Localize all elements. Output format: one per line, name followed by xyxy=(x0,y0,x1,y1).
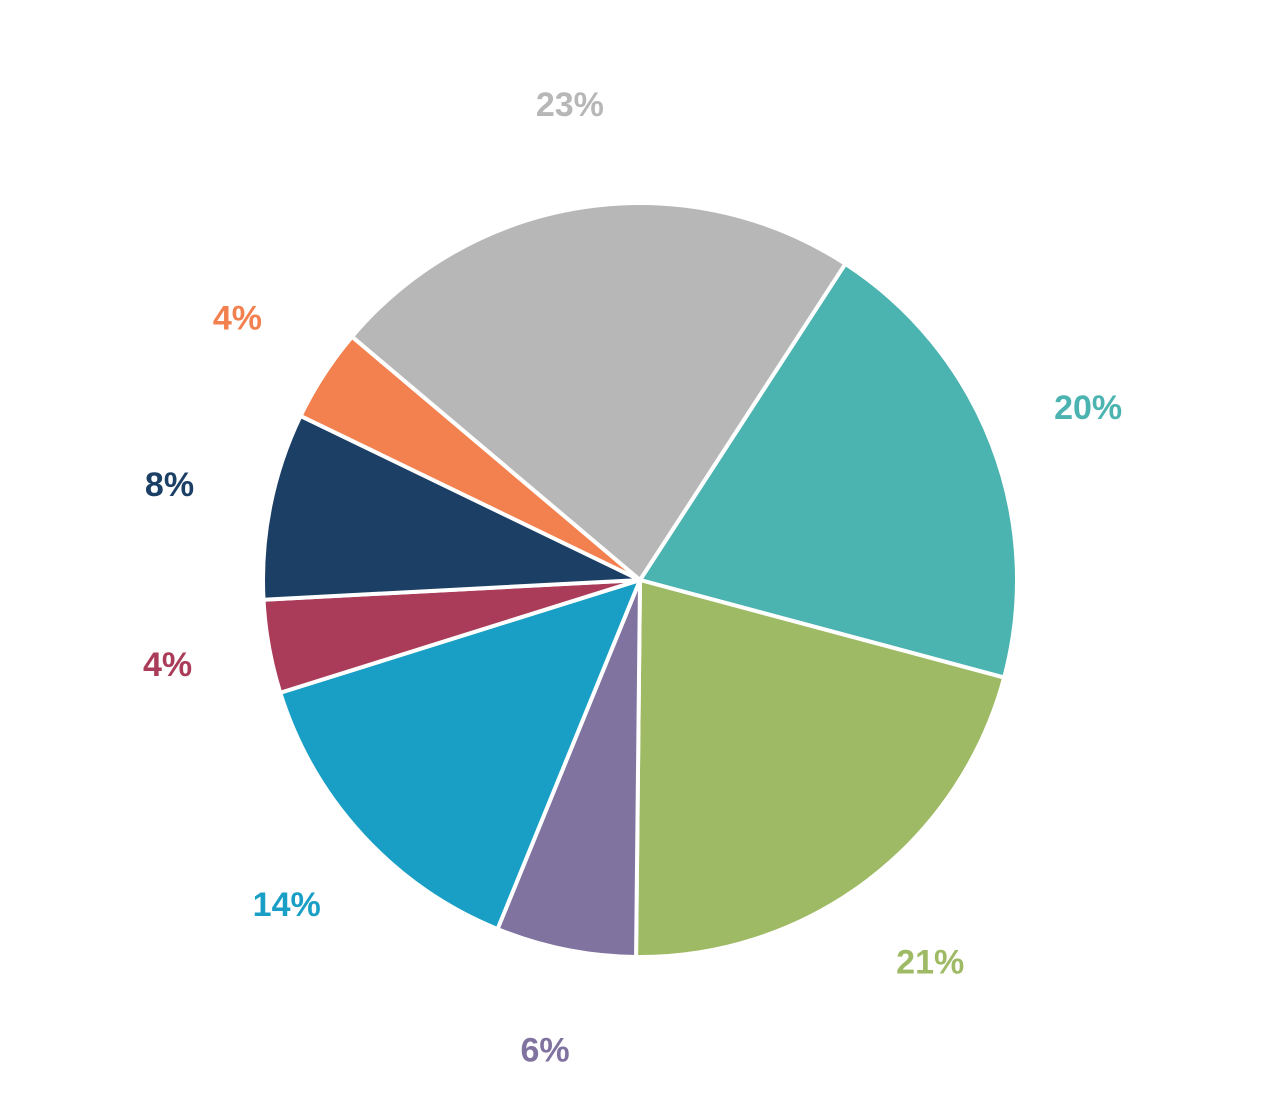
pie-slice-1 xyxy=(638,261,1019,680)
pie-slice-3 xyxy=(495,578,642,959)
pie-slice-6 xyxy=(261,413,642,602)
pie-data-label-2: 21% xyxy=(896,943,964,981)
pie-data-label-3: 6% xyxy=(521,1032,570,1070)
pie-data-label-4: 14% xyxy=(253,886,321,924)
pie-slice-4 xyxy=(278,578,642,932)
pie-data-label-1: 20% xyxy=(1054,389,1122,427)
pie-data-labels: 20% 21% 6% 14% 4% 8% 4% 23% xyxy=(143,86,1122,1069)
pie-data-label-8: 23% xyxy=(536,86,604,124)
pie-data-label-5: 4% xyxy=(143,646,192,684)
pie-data-label-6: 8% xyxy=(145,466,194,504)
pie-slices xyxy=(261,201,1019,959)
pie-slice-2 xyxy=(634,578,1007,959)
pie-data-label-7: 4% xyxy=(213,300,262,338)
pie-slice-8 xyxy=(350,201,848,582)
